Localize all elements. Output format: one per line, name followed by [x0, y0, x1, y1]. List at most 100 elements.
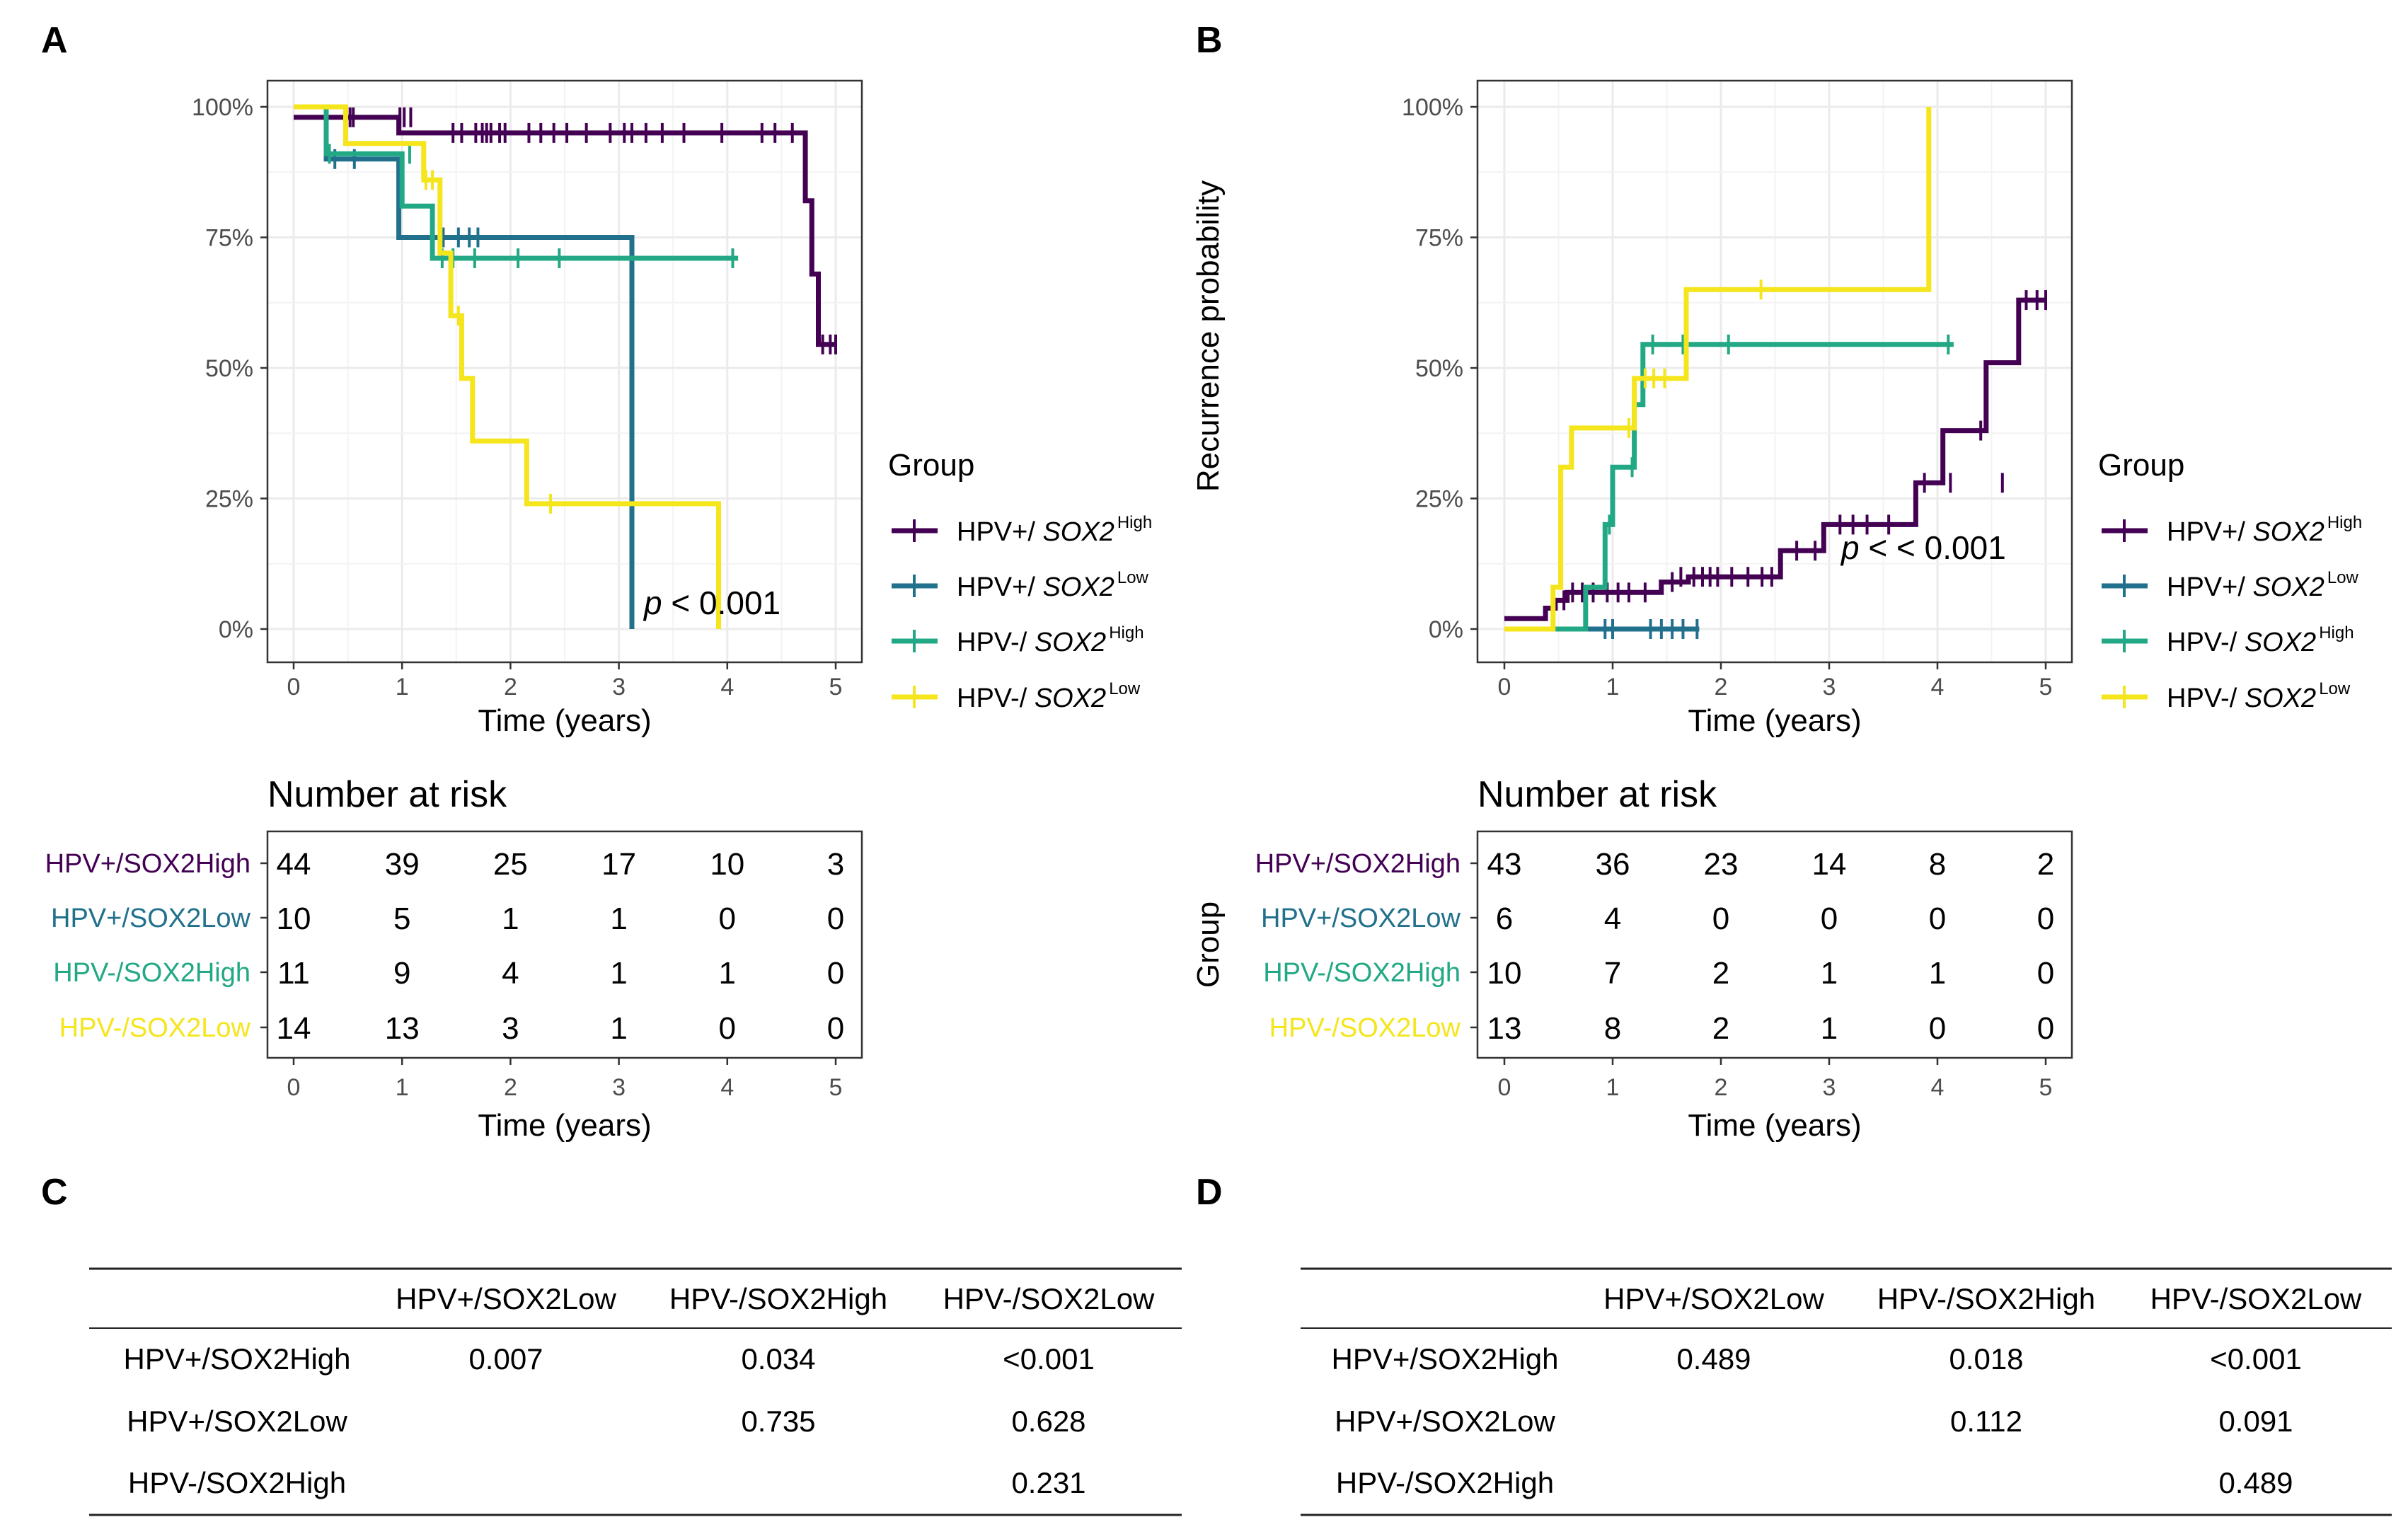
- p-value-symbol: p: [1840, 529, 1860, 566]
- legend-superscript: Low: [2319, 679, 2351, 698]
- y-tick-label: 25%: [205, 486, 253, 513]
- risk-cell: 1: [610, 1011, 627, 1046]
- table-cell: 0.735: [741, 1405, 815, 1438]
- risk-cell: 0: [719, 901, 736, 936]
- legend-label: HPV-/ SOX2 High: [2167, 623, 2354, 657]
- risk-cell: 0: [827, 901, 844, 936]
- risk-table-title: Number at risk: [267, 774, 507, 815]
- risk-cell: 17: [601, 847, 636, 882]
- y-tick-label: 50%: [205, 355, 253, 382]
- panel-letter-c: C: [41, 1172, 68, 1213]
- risk-x-tick-label: 2: [504, 1074, 517, 1101]
- x-axis-title: Time (years): [478, 703, 651, 738]
- series-HPV-/SOX2Low: [294, 104, 721, 629]
- legend-superscript: High: [1109, 623, 1143, 642]
- table-cell: 0.112: [1950, 1405, 2022, 1438]
- risk-cell: 8: [1604, 1011, 1621, 1046]
- panel-letter-d: D: [1196, 1172, 1223, 1213]
- legend-prefix: HPV+/: [2167, 517, 2252, 547]
- table-cell: 0.034: [741, 1342, 815, 1376]
- risk-cell: 0: [719, 1011, 736, 1046]
- risk-table-border: [1476, 830, 2073, 1059]
- panel-letter-a: A: [41, 20, 68, 61]
- y-tick-label: 0%: [219, 616, 253, 643]
- x-tick-label: 3: [1823, 674, 1836, 701]
- legend-gene: SOX2: [2245, 628, 2316, 657]
- plot-border: [266, 79, 863, 664]
- legend-title: Group: [2098, 448, 2184, 483]
- risk-row-label: HPV-/SOX2High: [1263, 958, 1461, 988]
- risk-table-title: Number at risk: [1477, 774, 1717, 815]
- x-tick-label: 2: [1715, 674, 1728, 701]
- table-column-header: HPV+/SOX2Low: [1603, 1282, 1824, 1315]
- risk-cell: 1: [610, 956, 627, 991]
- risk-cell: 0: [827, 956, 844, 991]
- legend-item: HPV-/ SOX2 Low: [2102, 679, 2351, 713]
- legend-prefix: HPV+/: [957, 517, 1042, 547]
- table-row-header: HPV+/SOX2High: [1332, 1342, 1559, 1376]
- risk-cell: 43: [1487, 847, 1522, 882]
- risk-x-tick-label: 3: [1823, 1074, 1836, 1101]
- legend-gene: SOX2: [2252, 517, 2324, 547]
- risk-cell: 2: [1712, 956, 1729, 991]
- risk-cell: 9: [393, 956, 410, 991]
- table-cell: 0.231: [1011, 1466, 1085, 1499]
- risk-cell: 10: [710, 847, 744, 882]
- risk-cell: 0: [2037, 956, 2054, 991]
- risk-cell: 0: [827, 1011, 844, 1046]
- risk-cell: 10: [1487, 956, 1522, 991]
- y-axis-title: Recurrence probability: [1191, 180, 1226, 492]
- legend-label: HPV+/ SOX2 Low: [2167, 568, 2359, 602]
- legend-superscript: High: [1117, 513, 1152, 532]
- series-line: [1504, 107, 1932, 632]
- risk-cell: 0: [2037, 1011, 2054, 1046]
- table-cell: 0.007: [468, 1342, 543, 1376]
- legend-title: Group: [888, 448, 974, 483]
- risk-x-tick-label: 1: [396, 1074, 409, 1101]
- table-cell: 0.628: [1011, 1405, 1085, 1438]
- p-value-label: p < < 0.001: [1840, 529, 2006, 566]
- p-value-label: p < 0.001: [643, 584, 780, 621]
- x-tick-label: 2: [504, 674, 517, 701]
- risk-cell: 1: [610, 901, 627, 936]
- legend-superscript: Low: [1117, 568, 1149, 587]
- x-axis-title: Time (years): [1688, 703, 1861, 738]
- table-cell: 0.018: [1949, 1342, 2023, 1376]
- table-column-header: HPV-/SOX2Low: [2150, 1282, 2362, 1315]
- panel-a: A0 1 2 3 4 50%25%50%75%100%Time (years)p < 0.…: [41, 20, 1152, 1143]
- risk-cell: 36: [1596, 847, 1630, 882]
- x-tick-label: 4: [1931, 674, 1945, 701]
- risk-cell: 1: [502, 901, 519, 936]
- panel-d: D HPV+/SOX2Low HPV-/SOX2High HPV-/SOX2Low HP…: [1196, 1172, 2392, 1516]
- legend-item: HPV+/ SOX2 High: [892, 513, 1152, 547]
- risk-cell: 1: [719, 956, 736, 991]
- y-tick-label: 75%: [1415, 225, 1463, 252]
- series-HPV+/SOX2High: [294, 107, 837, 354]
- y-tick-label: 0%: [1429, 616, 1463, 643]
- series-line: [1504, 342, 1954, 632]
- panel-letter-b: B: [1196, 20, 1223, 61]
- risk-table-border: [266, 830, 863, 1059]
- risk-x-tick-label: 5: [2039, 1074, 2053, 1101]
- risk-cell: 23: [1704, 847, 1739, 882]
- risk-cell: 0: [1712, 901, 1729, 936]
- table-column-header: HPV-/SOX2Low: [943, 1282, 1155, 1315]
- table-column-header: HPV-/SOX2High: [669, 1282, 887, 1315]
- risk-cell: 14: [277, 1011, 311, 1046]
- legend-prefix: HPV-/: [2167, 684, 2245, 713]
- table-cell: 0.489: [2218, 1466, 2293, 1499]
- legend-label: HPV+/ SOX2 Low: [957, 568, 1149, 602]
- series-HPV-/SOX2High: [1504, 334, 1954, 632]
- risk-x-tick-label: 1: [1606, 1074, 1620, 1101]
- risk-cell: 1: [1929, 956, 1946, 991]
- risk-x-tick-label: 4: [1931, 1074, 1945, 1101]
- risk-cell: 5: [393, 901, 410, 936]
- legend-superscript: High: [2319, 623, 2354, 642]
- legend-prefix: HPV+/: [957, 572, 1042, 602]
- table-cell: <0.001: [2210, 1342, 2302, 1376]
- y-tick-label: 50%: [1415, 355, 1463, 382]
- series-line: [294, 104, 721, 629]
